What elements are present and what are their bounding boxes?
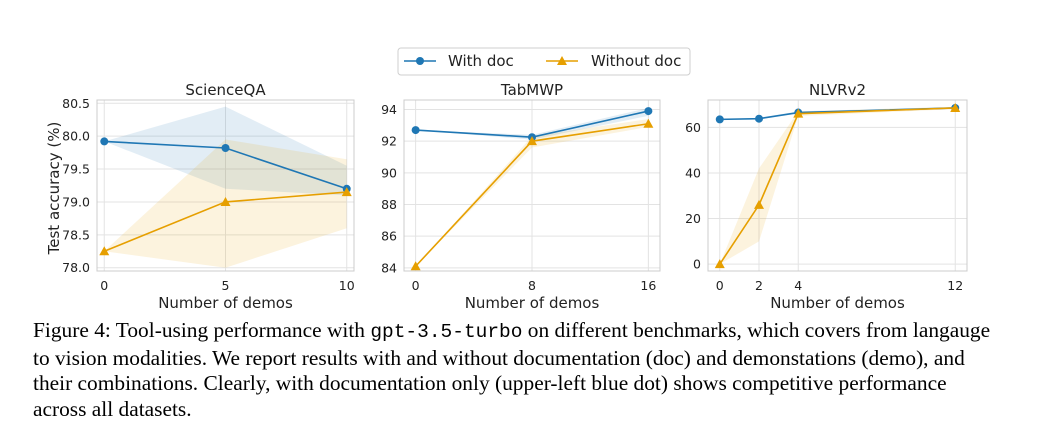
data-point-with-doc	[715, 115, 724, 124]
plot-area	[708, 100, 967, 271]
data-point-with-doc	[755, 114, 764, 123]
panel-scienceqa: 0 5 10 78.0 78.5 79.0 79.5 80.0 80.5 ScienceQA Num…	[62, 81, 355, 312]
x-tick-label: 5	[222, 278, 230, 293]
x-tick-label: 0	[100, 278, 108, 293]
data-point-with-doc	[644, 107, 653, 116]
caption-rest: on different benchmarks, which covers fr…	[33, 318, 991, 421]
data-point-without-doc	[754, 199, 765, 209]
data-point-without-doc	[220, 196, 231, 206]
confidence-band	[415, 107, 649, 140]
y-tick-label: 0	[693, 257, 701, 272]
x-tick-label: 12	[947, 278, 963, 293]
data-point-without-doc	[950, 102, 961, 112]
caption-lead: Figure 4: Tool-using performance with	[33, 318, 371, 342]
data-point-with-doc	[100, 137, 109, 146]
data-point-without-doc	[793, 108, 804, 118]
series-line	[719, 107, 956, 265]
y-tick-label: 84	[381, 260, 397, 275]
data-point-without-doc	[714, 259, 725, 269]
y-tick-label: 94	[381, 102, 397, 117]
y-tick-label: 80.0	[62, 129, 90, 144]
y-tick-label: 92	[381, 134, 397, 149]
x-tick-label: 2	[755, 278, 763, 293]
figure-caption: Figure 4: Tool-using performance with gp…	[33, 318, 993, 422]
plot-frame	[707, 99, 968, 272]
data-point-without-doc	[527, 136, 537, 146]
confidence-band	[719, 106, 956, 265]
x-axis-label: Number of demos	[770, 294, 905, 312]
x-tick-label: 16	[640, 278, 656, 293]
legend: With doc Without doc	[397, 47, 691, 76]
y-tick-label: 40	[685, 165, 701, 180]
legend-without-doc-marker	[557, 56, 567, 65]
panel-title: ScienceQA	[185, 81, 266, 99]
panel-title: TabMWP	[500, 81, 563, 99]
panel-tabmwp: 0 8 16 84 86 88 90 92 94 TabMWP Number of demos	[381, 81, 661, 312]
y-tick-label: 60	[685, 120, 701, 135]
data-point-without-doc	[410, 261, 421, 271]
x-axis-label: Number of demos	[465, 294, 600, 312]
caption-code: gpt-3.5-turbo	[370, 321, 523, 343]
data-point-without-doc	[99, 246, 110, 256]
data-point-with-doc	[221, 144, 230, 153]
x-tick-label: 8	[528, 278, 536, 293]
data-point-without-doc	[643, 118, 654, 128]
legend-box	[397, 47, 691, 76]
plot-frame	[96, 99, 355, 272]
x-tick-label: 0	[412, 278, 420, 293]
y-tick-label: 78.0	[62, 260, 90, 275]
x-tick-label: 4	[794, 278, 802, 293]
legend-with-doc-label: With doc	[448, 52, 514, 70]
x-axis-label: Number of demos	[158, 294, 293, 312]
y-tick-label: 79.0	[62, 194, 90, 209]
y-axis-label: Test accuracy (%)	[45, 122, 63, 256]
y-tick-label: 86	[381, 229, 397, 244]
y-tick-label: 78.5	[62, 227, 90, 242]
y-tick-label: 20	[685, 211, 701, 226]
y-tick-label: 88	[381, 197, 397, 212]
panel-title: NLVRv2	[809, 81, 866, 99]
y-tick-label: 90	[381, 165, 397, 180]
data-point-with-doc	[411, 126, 420, 135]
data-point-without-doc	[341, 187, 352, 197]
x-tick-label: 0	[716, 278, 724, 293]
y-tick-label: 80.5	[62, 96, 90, 111]
y-tick-label: 79.5	[62, 162, 90, 177]
plot-frame	[403, 99, 661, 272]
legend-with-doc-marker	[416, 57, 424, 65]
x-tick-label: 10	[339, 278, 355, 293]
legend-without-doc-label: Without doc	[591, 52, 681, 70]
figure: With doc Without doc Test accuracy (%) 0…	[45, 47, 968, 312]
